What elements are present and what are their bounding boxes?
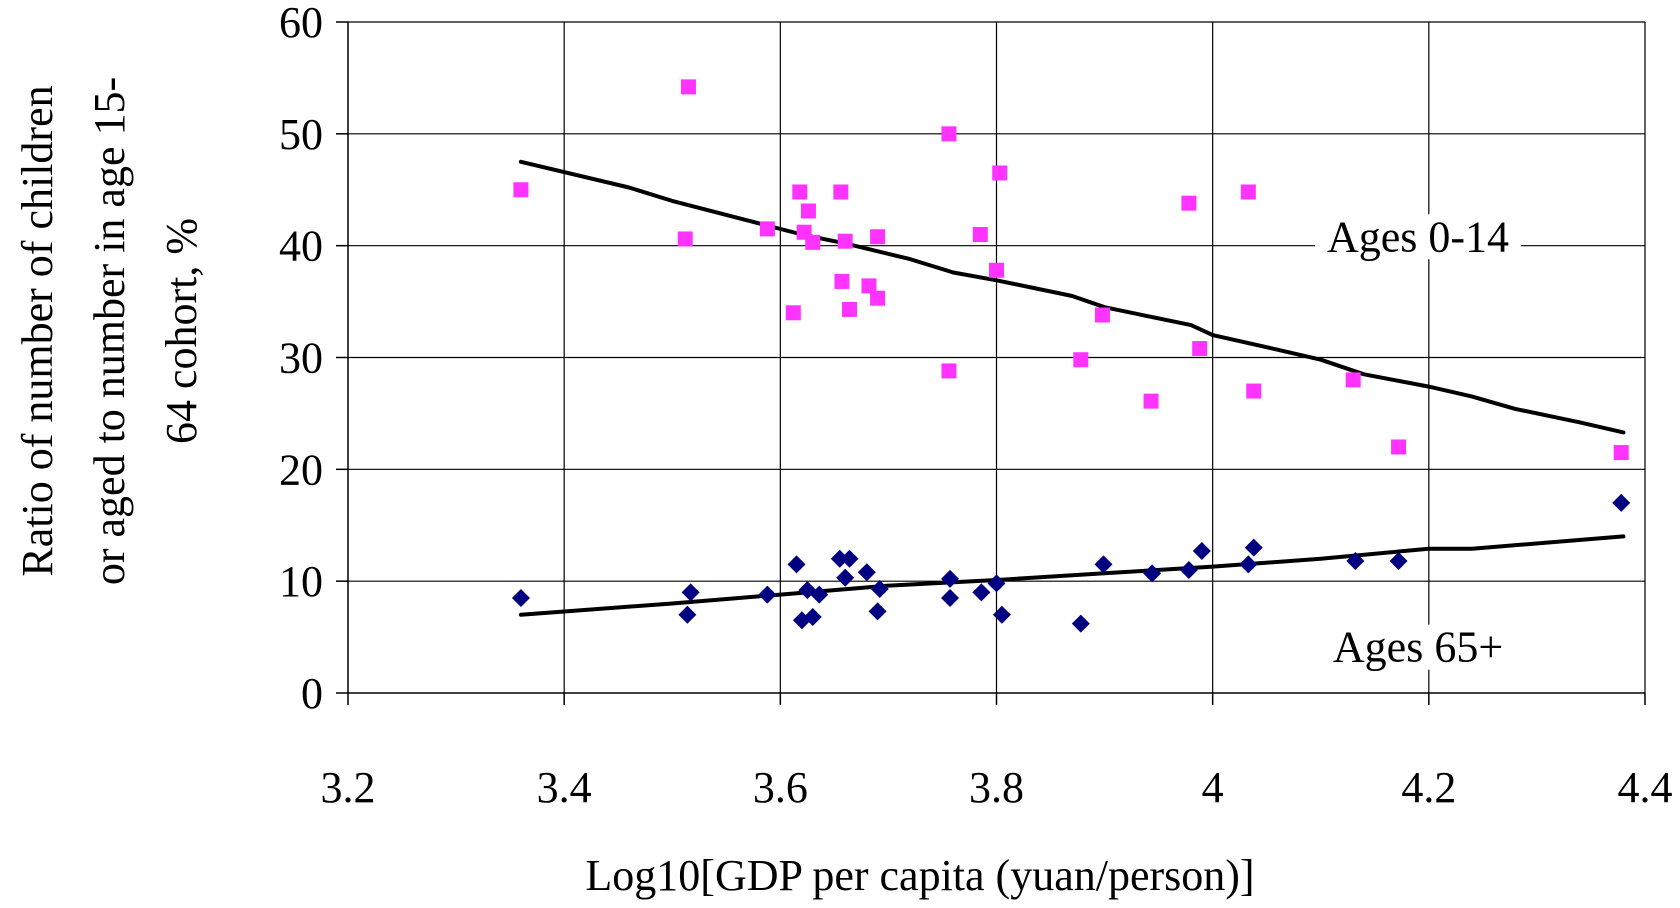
y-axis-title: Ratio of number of children or aged to n… [13,77,206,585]
data-point-diamond [1179,560,1198,579]
data-point-square [833,184,849,200]
data-point-diamond [830,549,849,568]
data-point-diamond [1192,541,1211,560]
data-points [511,79,1631,633]
x-axis-title: Log10[GDP per capita (yuan/person)] [585,851,1254,900]
data-point-square [513,182,529,198]
data-point-diamond [758,585,777,604]
x-tick-label: 3.4 [537,763,592,812]
data-point-square [1345,372,1361,388]
x-tick-label: 3.6 [753,763,808,812]
x-tick-label: 4.4 [1618,763,1673,812]
data-point-diamond [941,588,960,607]
data-point-square [941,363,957,379]
annotation-background [1320,624,1516,670]
data-point-square [759,221,775,237]
y-axis-title-line-3: 64 cohort, % [157,218,206,444]
data-point-square [1073,352,1089,368]
data-point-diamond [1346,552,1365,571]
data-point-diamond [1244,538,1263,557]
data-point-diamond [972,583,991,602]
annotation-label: Ages 65+ [1333,623,1503,672]
data-point-square [861,278,877,294]
data-point-diamond [992,605,1011,624]
data-point-square [972,226,988,242]
data-point-diamond [868,602,887,621]
data-point-diamond [1612,493,1631,512]
data-point-diamond [840,549,859,568]
data-point-square [1240,184,1256,200]
data-point-diamond [1389,552,1408,571]
trend-line-1 [518,159,1626,435]
y-tick-label: 20 [279,445,323,494]
x-tick-label: 3.8 [969,763,1024,812]
data-point-diamond [1143,564,1162,583]
data-point-square [1391,439,1407,455]
trend-line-2 [518,534,1626,617]
y-tick-label: 40 [279,222,323,271]
data-point-diamond [787,555,806,574]
y-tick-label: 0 [301,669,323,718]
data-point-diamond [941,569,960,588]
data-point-square [837,233,853,249]
data-point-diamond [857,563,876,582]
data-point-diamond [870,579,889,598]
data-point-square [1246,383,1262,399]
annotation-background [1314,214,1522,260]
labels: 0 10 20 30 40 50 60 3.2 3.4 3.6 3.8 4 4.2 4.4 Ages 0-1… [279,0,1673,812]
annotation-label: Ages 0-14 [1327,212,1509,261]
data-point-diamond [987,574,1006,593]
data-point-diamond [678,605,697,624]
data-point-square [1094,307,1110,323]
series-annotation: Ages 0-14 [1314,212,1522,261]
y-axis-title-line-2: or aged to number in age 15- [85,77,134,585]
data-point-square [1192,341,1208,357]
data-point-square [1143,393,1159,409]
data-point-square [1181,195,1197,211]
data-point-square [941,126,957,142]
data-point-square [989,262,1004,278]
data-point-diamond [836,568,855,587]
data-point-square [805,234,821,250]
data-point-square [1613,445,1629,461]
y-tick-label: 10 [279,557,323,606]
data-point-diamond [1239,555,1258,574]
y-axis-title-line-1: Ratio of number of children [13,85,62,576]
data-point-square [785,305,801,321]
x-tick-label: 4.2 [1401,763,1456,812]
x-tick-label: 3.2 [321,763,376,812]
data-point-square [870,290,886,306]
data-point-square [870,229,886,245]
data-point-diamond [511,588,530,607]
x-tick-label: 4 [1202,763,1224,812]
data-point-diamond [810,585,829,604]
data-point-square [792,184,808,200]
data-point-square [992,165,1008,181]
data-point-diamond [1071,614,1090,633]
data-point-square [800,203,816,219]
grid [348,21,1646,693]
y-tick-label: 30 [279,334,323,383]
data-point-diamond [681,583,700,602]
data-point-square [677,231,693,247]
axes [336,21,1646,705]
data-point-square [680,79,696,95]
data-point-diamond [1094,555,1113,574]
y-tick-label: 60 [279,0,323,47]
data-point-diamond [803,607,822,626]
data-point-square [842,301,858,317]
series-annotation: Ages 65+ [1320,623,1516,672]
y-tick-label: 50 [279,110,323,159]
data-point-square [834,273,850,289]
